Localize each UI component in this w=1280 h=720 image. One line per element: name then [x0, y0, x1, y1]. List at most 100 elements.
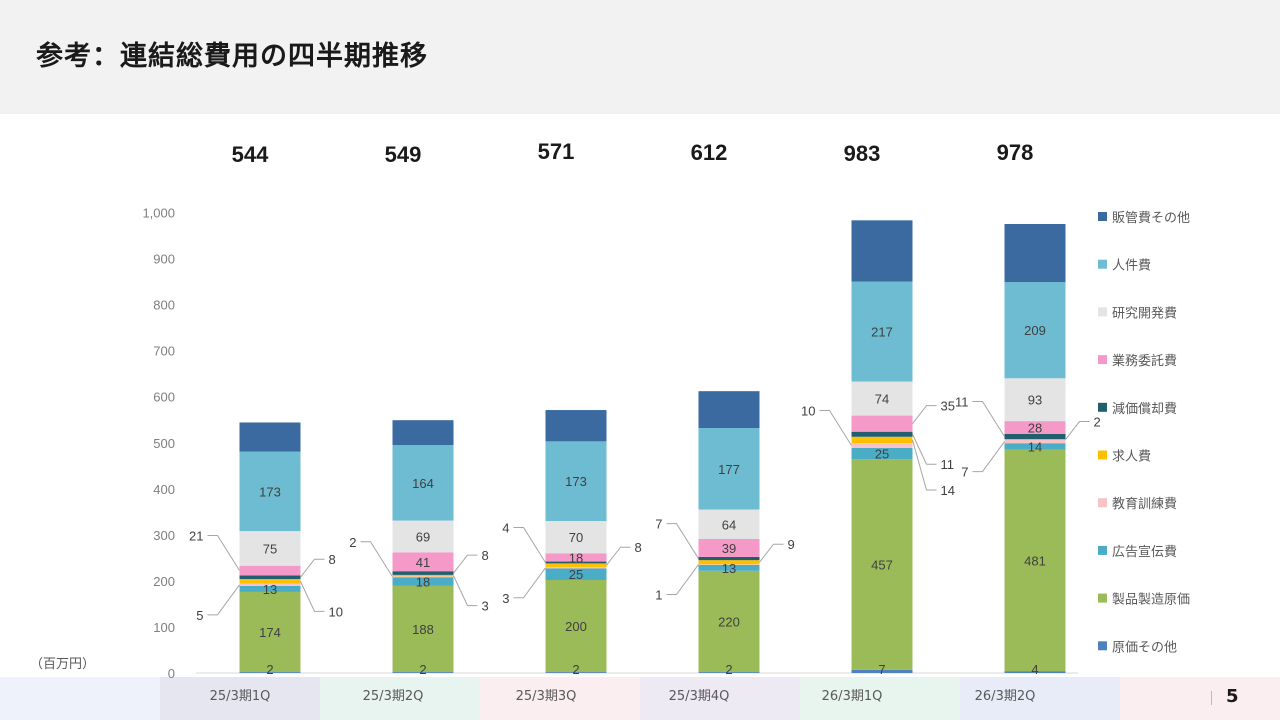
bar-segment	[239, 451, 301, 532]
bar-segment	[239, 585, 301, 592]
bar-segment	[239, 591, 301, 673]
segment-value-label: 7	[878, 662, 885, 677]
footer-color-block	[320, 677, 480, 720]
footer-color-block	[0, 677, 160, 720]
bar-segment	[851, 443, 913, 448]
callout-leader-line	[972, 441, 1005, 473]
segment-value-label: 93	[1028, 393, 1042, 408]
bar-total-label: 983	[844, 141, 881, 166]
bar-segment	[1004, 443, 1066, 450]
callout-value-label: 5	[196, 608, 203, 623]
bar-segment	[392, 585, 454, 673]
callout-value-label: 9	[788, 537, 795, 552]
bar-segment	[698, 564, 760, 571]
bar-segment	[392, 552, 454, 572]
bar-segment	[392, 574, 454, 577]
legend-label: 減価償却費	[1112, 401, 1177, 417]
segment-value-label: 39	[722, 541, 736, 556]
bar-segment	[392, 445, 454, 521]
callout-leader-line	[453, 575, 478, 607]
bar-segment	[545, 567, 607, 569]
legend-swatch	[1098, 402, 1107, 412]
y-tick-label: 1,000	[142, 206, 175, 221]
callout-leader-line	[912, 439, 937, 491]
unit-label: （百万円）	[30, 657, 95, 672]
callout-leader-line	[360, 541, 393, 578]
footer-color-block	[480, 677, 640, 720]
footer-strip	[0, 677, 1280, 720]
segment-value-label: 4	[1031, 662, 1038, 677]
segment-value-label: 14	[1028, 439, 1042, 454]
callout-value-label: 8	[329, 552, 336, 567]
bar-segment	[698, 672, 760, 673]
legend-label: 原価その他	[1112, 640, 1177, 655]
callout-leader-line	[300, 581, 325, 612]
callout-value-label: 8	[482, 548, 489, 563]
bar-segment	[851, 436, 913, 444]
legend-label: 教育訓練費	[1112, 496, 1177, 512]
bar-segment	[239, 531, 301, 566]
x-category-label: 25/3期1Q	[210, 689, 271, 704]
callout-value-label: 4	[502, 520, 509, 535]
callout-value-label: 14	[941, 483, 955, 498]
segment-value-label: 220	[718, 614, 740, 629]
legend-swatch	[1098, 212, 1107, 221]
bar-segment	[851, 281, 913, 382]
bar-segment	[851, 669, 913, 673]
bar-segment	[851, 447, 913, 460]
callout-leader-line	[819, 410, 852, 446]
bar-segment	[545, 563, 607, 568]
segment-value-label: 457	[871, 558, 893, 573]
callout-value-label: 2	[349, 535, 356, 550]
bar-segment	[239, 583, 301, 586]
x-category-label: 25/3期2Q	[363, 689, 424, 704]
bar-total-label: 978	[997, 140, 1034, 165]
segment-value-label: 75	[263, 541, 277, 556]
bar-segment	[545, 561, 607, 564]
bar-segment	[851, 381, 913, 416]
y-tick-label: 400	[153, 482, 175, 497]
bar-segment	[239, 575, 301, 580]
callout-leader-line	[912, 405, 937, 424]
callout-leader-line	[666, 564, 699, 596]
callout-leader-line	[207, 535, 240, 571]
segment-value-label: 18	[416, 574, 430, 589]
y-tick-label: 600	[153, 390, 175, 405]
segment-value-label: 74	[875, 392, 889, 407]
segment-value-label: 2	[419, 662, 426, 677]
bar-total-label: 544	[232, 142, 269, 167]
legend-label: 製品製造原価	[1112, 593, 1190, 608]
callout-leader-line	[300, 558, 325, 578]
bar-segment	[545, 672, 607, 673]
legend-swatch	[1098, 545, 1107, 555]
bar-segment	[698, 556, 760, 561]
bar-segment	[698, 538, 760, 557]
callout-leader-line	[912, 434, 937, 465]
footer-color-block	[1120, 677, 1280, 720]
bar-segment	[392, 577, 454, 586]
bar-segment	[698, 564, 760, 565]
callout-value-label: 35	[941, 399, 955, 414]
segment-value-label: 200	[565, 619, 587, 634]
bar-segment	[1004, 434, 1066, 440]
legend-label: 業務委託費	[1112, 353, 1177, 369]
segment-value-label: 18	[569, 550, 583, 565]
segment-value-label: 25	[875, 447, 889, 462]
y-tick-label: 200	[153, 574, 175, 589]
callout-value-label: 10	[329, 604, 343, 619]
y-tick-label: 300	[153, 528, 175, 543]
bar-segment	[392, 672, 454, 673]
legend-label: 研究開発費	[1112, 306, 1177, 321]
bar-segment	[1004, 282, 1066, 379]
bar-segment	[1004, 421, 1066, 435]
legend-label: 人件費	[1112, 259, 1151, 274]
bar-segment	[545, 521, 607, 554]
bar-segment	[239, 672, 301, 673]
callout-value-label: 1	[655, 588, 662, 603]
bar-segment	[1004, 439, 1066, 440]
segment-value-label: 28	[1028, 421, 1042, 436]
segment-value-label: 217	[871, 325, 893, 340]
legend-swatch	[1098, 498, 1107, 508]
callout-value-label: 11	[941, 457, 955, 472]
